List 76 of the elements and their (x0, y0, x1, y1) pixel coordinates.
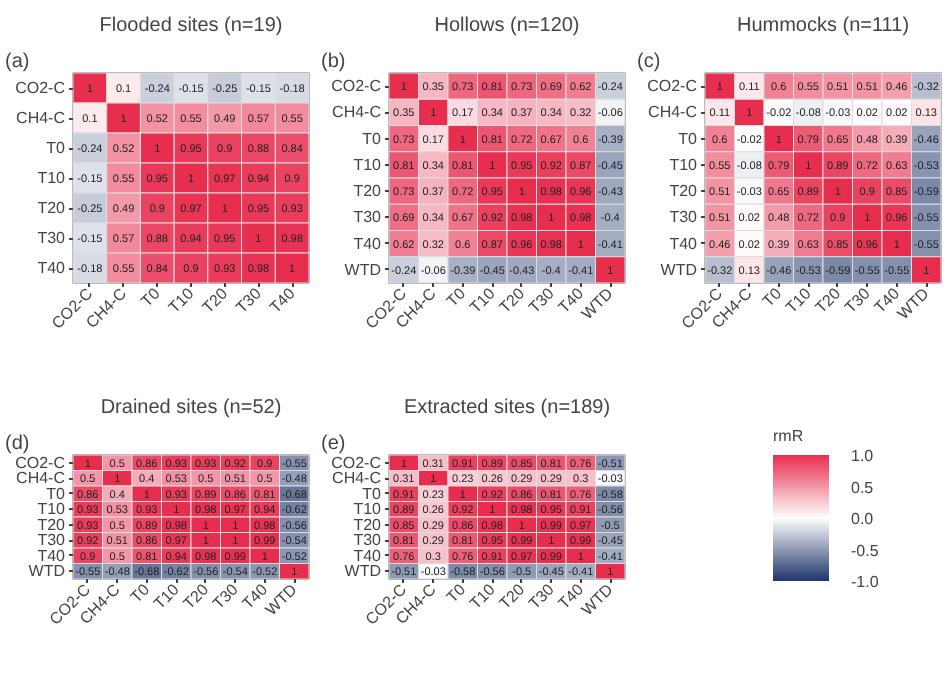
y-tick-label: T30 (37, 229, 67, 247)
text: (b) (321, 51, 346, 73)
y-tick-label: WTD (28, 562, 66, 581)
y-tick-label: CH4-C (332, 103, 382, 122)
x-tick-label: T20 (198, 283, 232, 317)
y-tick-label: T0 (46, 139, 67, 157)
y-tick-label: T40 (353, 546, 383, 565)
chart-title: Drained sites (n=52) (100, 397, 282, 419)
x-tick-label: T30 (232, 283, 266, 317)
x-tick-label: T30 (841, 283, 875, 317)
x-tick-label: T0 (127, 579, 154, 607)
y-tick-label: T30 (353, 208, 383, 227)
y-tick-label: T0 (362, 129, 383, 148)
y-tick-label: T20 (37, 199, 67, 217)
x-tick-label: T10 (150, 579, 184, 613)
y-tick-label: CH4-C (16, 469, 66, 488)
x-tick-label: T0 (137, 283, 165, 311)
y-tick-label: WTD (660, 260, 698, 279)
text: (d) (5, 433, 30, 455)
y-tick-label: T10 (37, 169, 67, 187)
color-bar-label: 0.0 (851, 510, 875, 528)
y-tick-label: CH4-C (332, 469, 382, 488)
y-tick-label: T40 (669, 234, 699, 253)
y-tick-label: T0 (362, 484, 383, 503)
y-tick-label: WTD (344, 260, 382, 279)
color-bar-label: -1.0 (851, 573, 880, 591)
y-tick-label: CO2-C (15, 79, 66, 97)
y-tick-label: T10 (669, 155, 699, 174)
x-tick-label: T30 (209, 579, 243, 613)
color-bar-label: 0.5 (851, 478, 875, 497)
y-tick-label: T40 (353, 234, 383, 253)
y-tick-label: T0 (678, 129, 699, 148)
y-tick-label: T30 (669, 208, 699, 227)
x-tick-label: T20 (811, 283, 845, 317)
y-tick-label: CO2-C (331, 77, 382, 96)
chart-title: Hummocks (n=111) (736, 15, 910, 37)
x-tick-label: T20 (495, 579, 529, 613)
x-tick-label: T0 (443, 283, 470, 311)
chart-title: Flooded sites (n=19) (99, 15, 283, 37)
y-tick-label: T20 (353, 515, 383, 534)
x-tick-label: T0 (443, 579, 470, 607)
text: (c) (637, 51, 661, 73)
x-tick-label: T0 (759, 283, 786, 311)
x-tick-label: T20 (179, 579, 213, 613)
x-tick-label: T30 (525, 283, 559, 317)
y-tick-label: T20 (37, 515, 67, 534)
x-tick-label: T40 (266, 283, 300, 317)
y-tick-label: CH4-C (16, 109, 66, 127)
chart-title: Hollows (n=120) (434, 15, 580, 37)
y-tick-label: CO2-C (15, 453, 66, 472)
text: (e) (321, 433, 346, 455)
x-tick-label: T20 (495, 283, 529, 317)
x-tick-label: T30 (525, 579, 559, 613)
y-tick-label: T0 (46, 484, 67, 503)
y-tick-label: T10 (37, 500, 67, 519)
y-tick-label: WTD (344, 562, 382, 581)
y-tick-label: T40 (37, 546, 67, 565)
y-tick-label: CH4-C (648, 103, 698, 122)
y-tick-label: T30 (353, 531, 383, 550)
y-tick-label: CO2-C (331, 453, 382, 472)
y-tick-label: CO2-C (647, 77, 698, 96)
y-tick-label: T20 (353, 182, 383, 201)
x-tick-label: T10 (466, 579, 500, 613)
y-tick-label: T20 (669, 182, 699, 201)
color-bar-label: -0.5 (851, 541, 880, 560)
y-tick-label: T30 (37, 531, 67, 550)
y-tick-label: T40 (37, 259, 67, 277)
y-tick-label: T10 (353, 500, 383, 519)
text: (a) (5, 51, 30, 73)
x-tick-label: T10 (466, 283, 500, 317)
x-tick-label: T10 (165, 283, 199, 317)
color-bar-title: rmR (773, 427, 804, 445)
chart-title: Extracted sites (n=189) (403, 397, 611, 419)
x-tick-label: T10 (782, 283, 816, 317)
color-bar-label: 1.0 (851, 447, 875, 465)
y-tick-label: T10 (353, 155, 383, 174)
